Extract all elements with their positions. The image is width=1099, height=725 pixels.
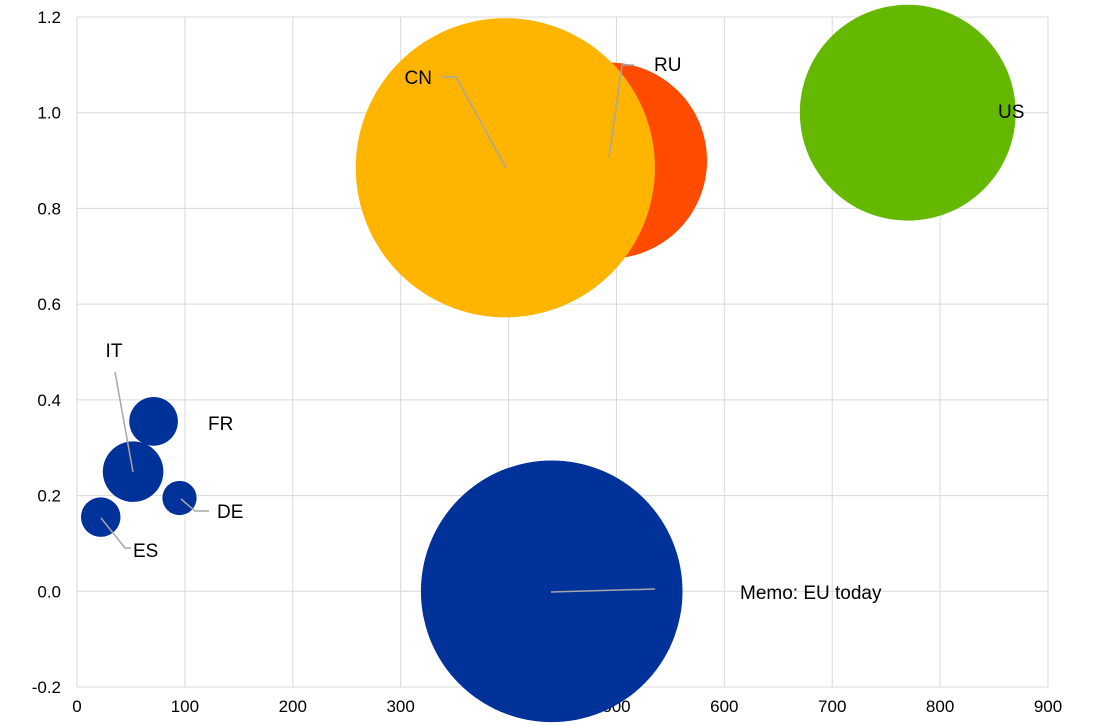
bubble-label-cn: CN (405, 68, 432, 89)
bubble-label-us: US (998, 102, 1024, 123)
bubble-es (80, 497, 121, 537)
y-tick-label: 0.2 (37, 487, 61, 506)
y-tick-label: 1.2 (37, 8, 61, 27)
bubble-fr (129, 397, 178, 446)
x-tick-label: 100 (171, 697, 199, 716)
y-tick-label: 0.8 (37, 199, 61, 218)
bubble-label-de: DE (217, 502, 243, 523)
x-tick-label: 700 (818, 697, 846, 716)
leader-line-de (180, 498, 209, 512)
bubble-label-ru: RU (654, 55, 681, 76)
bubble-label-it: IT (106, 341, 123, 362)
x-tick-label: 0 (72, 697, 81, 716)
y-tick-label: 0.0 (37, 582, 61, 601)
leader-line-es (100, 517, 131, 549)
bubble-label-es: ES (133, 541, 158, 562)
y-tick-label: 1.0 (37, 104, 61, 123)
leader-lines (100, 64, 656, 593)
y-tick-label: 0.4 (37, 391, 61, 410)
bubble-label-memo-eu-today: Memo: EU today (740, 583, 882, 604)
bubble-us (799, 4, 1016, 221)
bubble-labels: Memo: EU today RU CN US FR IT DE ES (106, 55, 1025, 604)
y-axis-tick-labels: -0.2 0.0 0.2 0.4 0.6 0.8 1.0 1.2 (32, 8, 61, 697)
x-tick-label: 600 (710, 697, 738, 716)
x-tick-label: 300 (386, 697, 414, 716)
x-tick-label: 900 (1034, 697, 1062, 716)
bubble-de (162, 480, 197, 516)
leader-line-cn (442, 76, 507, 169)
y-tick-label: 0.6 (37, 295, 61, 314)
leader-line-ru (608, 64, 634, 159)
leader-line-memo-eu-today (550, 588, 656, 593)
y-tick-label: -0.2 (32, 678, 61, 697)
bubble-label-fr: FR (208, 414, 233, 435)
leader-line-it (114, 371, 134, 473)
x-tick-label: 800 (926, 697, 954, 716)
x-tick-label: 200 (279, 697, 307, 716)
